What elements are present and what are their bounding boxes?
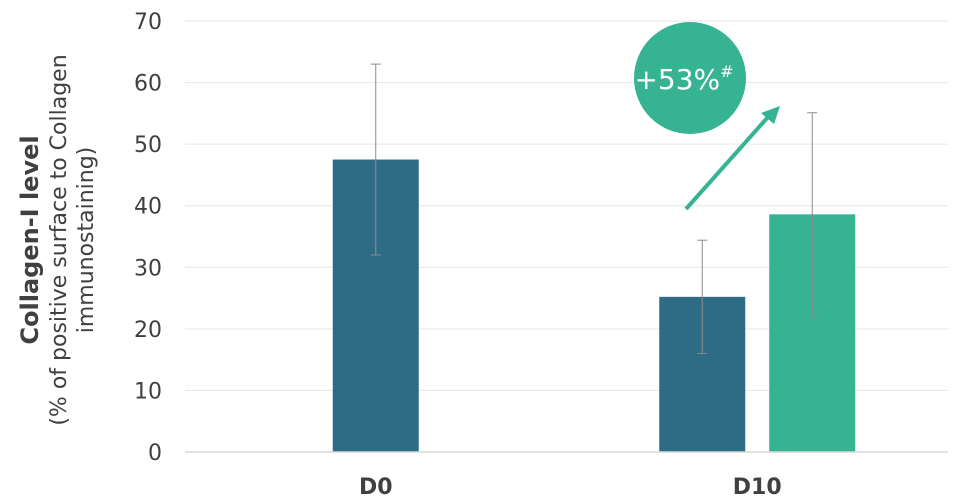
increase-badge — [634, 22, 746, 134]
y-tick-label: 70 — [134, 10, 162, 35]
y-tick-label: 60 — [134, 72, 162, 97]
y-tick-label: 10 — [134, 379, 162, 404]
y-tick-label: 50 — [134, 133, 162, 158]
y-axis-subtitle-line-1: (% of positive surface to Collagen — [47, 54, 72, 425]
category-label-d0: D0 — [359, 475, 393, 500]
y-tick-label: 40 — [134, 195, 162, 220]
y-axis-title: Collagen-I level — [16, 135, 44, 344]
category-labels: D0 D10 — [359, 475, 782, 500]
error-bars — [370, 63, 818, 354]
increase-badge-superscript: # — [720, 62, 733, 81]
increase-arrow-head — [761, 106, 780, 124]
y-axis-subtitle-2: immunostaining) — [74, 147, 99, 334]
increase-badge-label: +53%# — [634, 62, 733, 96]
increase-annotation: +53%# — [634, 22, 780, 211]
y-tick-label: 0 — [148, 441, 162, 466]
y-axis-subtitle: (% of positive surface to Collagen — [47, 54, 72, 425]
increase-badge-value: +53% — [634, 63, 720, 96]
bars — [332, 159, 856, 453]
gridlines — [185, 20, 948, 391]
y-tick-label: 30 — [134, 256, 162, 281]
y-axis-subtitle-line-2: immunostaining) — [74, 147, 99, 334]
increase-arrow-shaft — [684, 115, 770, 211]
y-axis-title-main: Collagen-I level — [16, 135, 44, 344]
category-label-d10: D10 — [733, 475, 782, 500]
y-axis-ticks: 0 10 20 30 40 50 60 70 — [134, 10, 162, 466]
y-tick-label: 20 — [134, 318, 162, 343]
